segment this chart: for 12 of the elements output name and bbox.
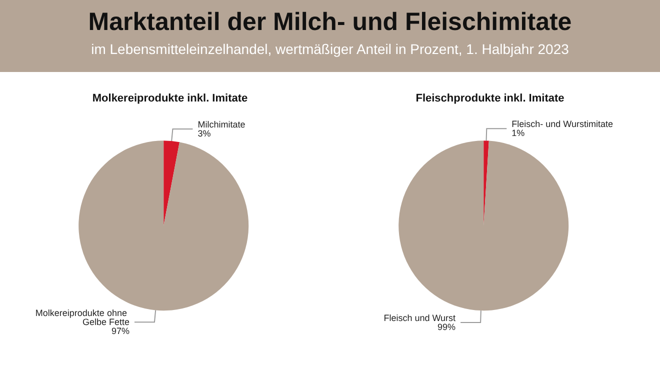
data-label: 1% (512, 128, 525, 138)
chart-title: Fleischprodukte inkl. Imitate (416, 92, 564, 104)
text: Marktanteil der Milch- und Fleischimitate (87, 7, 573, 37)
chart-title: Molkereiprodukte inkl. Imitate (92, 92, 248, 104)
slice-label: Milchimitate (198, 120, 246, 130)
slice-label: Fleisch- und Wurstimitate (512, 119, 614, 130)
data-label: 97% (111, 326, 130, 336)
slice-label: Fleisch und Wurst (384, 313, 456, 324)
data-label: 99% (438, 322, 456, 332)
data-label: 3% (198, 128, 211, 139)
slice-label: Molkereiprodukte ohne Gelbe Fette (35, 308, 130, 328)
text: im Lebensmitteleinzelhandel, wertmäßiger Anteil in Prozent, 1. Halbjahr 2023 (90, 41, 570, 57)
